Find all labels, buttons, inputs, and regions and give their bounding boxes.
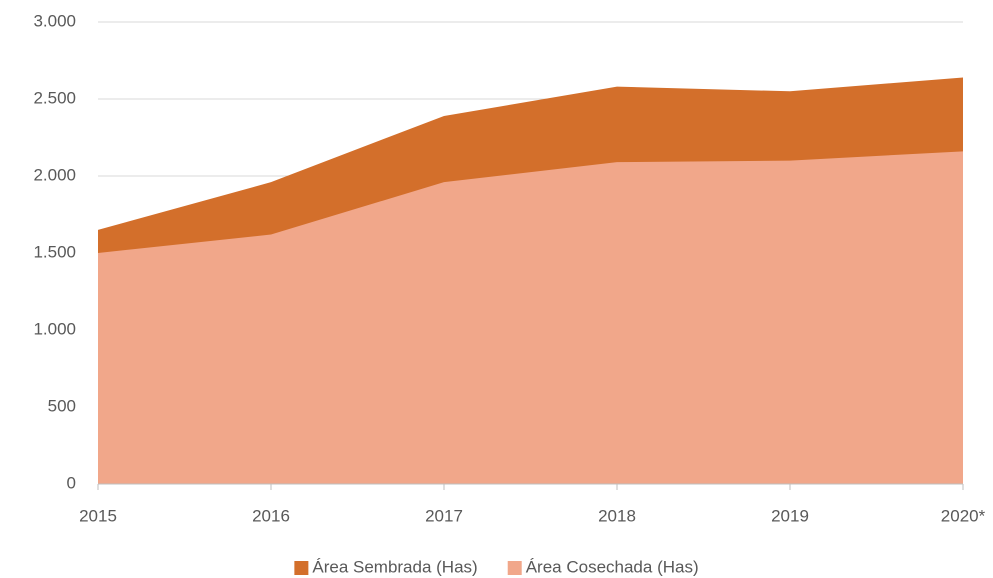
area: [98, 151, 963, 485]
x-tick-label: 2019: [771, 506, 809, 525]
x-tick-label: 2018: [598, 506, 636, 525]
x-tick-label: 2016: [252, 506, 290, 525]
x-tick-label: 2017: [425, 506, 463, 525]
y-tick-label: 1.000: [33, 319, 76, 338]
legend-swatch: [507, 561, 522, 575]
legend-swatch: [294, 561, 309, 575]
legend-label: Área Cosechada (Has): [526, 557, 699, 576]
y-tick-label: 3.000: [33, 11, 76, 30]
x-tick-label: 2015: [79, 506, 117, 525]
legend-label: Área Sembrada (Has): [312, 557, 477, 576]
y-tick-label: 0: [67, 473, 76, 492]
y-tick-label: 2.000: [33, 165, 76, 184]
y-tick-label: 2.500: [33, 88, 76, 107]
x-tick-label: 2020*: [941, 506, 986, 525]
y-tick-label: 1.500: [33, 242, 76, 261]
y-tick-label: 500: [48, 396, 76, 415]
